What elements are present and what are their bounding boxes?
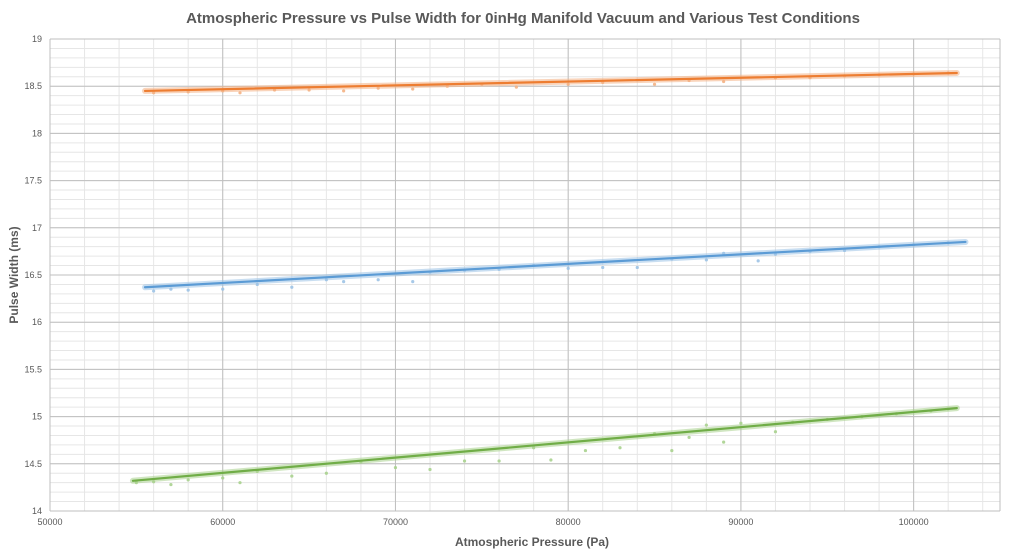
data-point	[549, 458, 553, 462]
x-tick-label: 70000	[383, 517, 408, 527]
tick-labels: 50000 60000 70000 80000 90000 100000 14 14.5 15 1…	[24, 34, 928, 527]
data-point	[376, 278, 380, 282]
data-point	[186, 288, 190, 292]
data-point	[670, 448, 674, 453]
data-point	[290, 285, 294, 289]
data-point	[652, 82, 657, 86]
x-tick-label: 90000	[728, 517, 753, 527]
data-point	[324, 471, 328, 475]
series	[129, 69, 969, 487]
y-tick-label: 14.5	[24, 459, 42, 469]
trendline	[143, 71, 958, 93]
y-tick-label: 16.5	[24, 270, 42, 280]
data-point	[722, 440, 726, 444]
series-2	[142, 238, 969, 293]
y-tick-label: 19	[32, 34, 42, 44]
y-tick-label: 14	[32, 506, 42, 516]
data-point	[342, 280, 346, 284]
data-point	[514, 85, 518, 89]
data-point	[428, 467, 432, 472]
data-point	[342, 89, 346, 93]
data-point	[290, 474, 294, 478]
data-point	[152, 289, 156, 293]
x-tick-label: 100000	[899, 517, 929, 527]
data-point	[566, 266, 570, 270]
data-point	[186, 478, 190, 482]
data-point	[411, 87, 415, 91]
data-point	[462, 459, 467, 463]
data-point	[221, 476, 225, 480]
x-axis-label: Atmospheric Pressure (Pa)	[455, 535, 609, 549]
data-point	[583, 448, 588, 453]
data-point	[238, 481, 242, 485]
x-tick-label: 60000	[210, 517, 235, 527]
x-tick-label: 50000	[37, 517, 62, 527]
y-tick-label: 16	[32, 317, 42, 327]
data-point	[393, 465, 398, 470]
y-axis-label: Pulse Width (ms)	[7, 226, 21, 323]
series-1	[142, 69, 960, 95]
data-point	[169, 482, 173, 487]
trendline	[131, 407, 958, 482]
data-point	[601, 265, 605, 270]
y-tick-label: 15.5	[24, 364, 42, 374]
series-3	[129, 405, 960, 487]
data-point	[238, 91, 242, 95]
x-tick-label: 80000	[556, 517, 581, 527]
y-tick-label: 18.5	[24, 81, 42, 91]
data-point	[635, 265, 639, 270]
y-tick-label: 17	[32, 223, 42, 233]
data-point	[687, 435, 691, 439]
data-point	[618, 446, 622, 450]
data-point	[756, 259, 760, 263]
y-tick-label: 18	[32, 128, 42, 138]
chart-title: Atmospheric Pressure vs Pulse Width for …	[186, 10, 860, 27]
data-point	[221, 287, 225, 291]
data-point	[773, 430, 778, 434]
data-point	[704, 423, 708, 427]
y-tick-label: 17.5	[24, 176, 42, 186]
grid	[49, 38, 1001, 512]
data-point	[497, 459, 501, 463]
data-point	[411, 280, 415, 284]
y-tick-label: 15	[32, 412, 42, 422]
trendline	[143, 240, 967, 289]
data-point	[739, 421, 743, 425]
